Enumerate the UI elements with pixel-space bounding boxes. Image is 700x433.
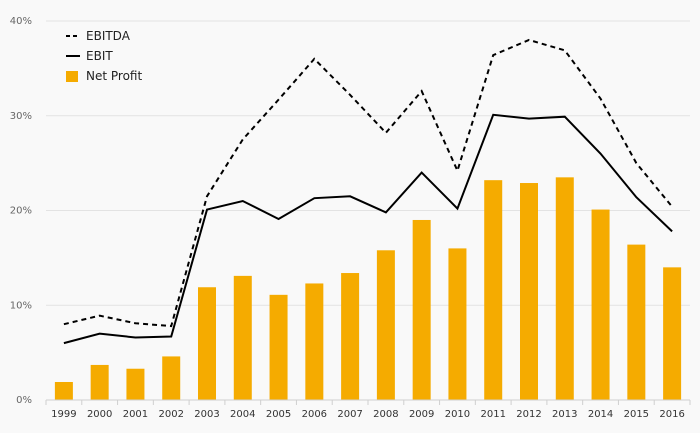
line-ebitda (63, 38, 673, 328)
x-tick-label: 2014 (588, 409, 613, 420)
y-tick-label: 10% (10, 300, 32, 311)
y-tick-label: 20% (10, 206, 32, 217)
x-axis: 1999 2000 2001 2002 2003 2004 2005 2006 2007 2008… (45, 399, 691, 420)
y-tick-label: 0% (16, 395, 32, 406)
bar-net-profit (162, 356, 181, 400)
x-tick-label: 2007 (337, 409, 362, 420)
bar-net-profit (591, 209, 610, 400)
y-axis: 0% 10% 20% 30% 40% (10, 16, 32, 406)
bar-net-profit (198, 287, 216, 400)
y-tick-label: 30% (10, 111, 32, 122)
bar-net-profit (341, 273, 360, 400)
y-tick-label: 40% (10, 16, 32, 27)
bar-net-profit (520, 183, 538, 400)
bar-net-profit (663, 267, 682, 400)
x-tick-label: 2013 (552, 409, 577, 420)
x-tick-label: 2011 (480, 409, 505, 420)
series-lines (63, 38, 673, 345)
x-tick-label: 2002 (158, 409, 183, 420)
gridlines (46, 20, 690, 306)
legend-label-ebitda: EBITDA (86, 29, 131, 43)
bar-net-profit (448, 248, 467, 400)
x-tick-label: 2010 (445, 409, 470, 420)
x-tick-label: 2001 (123, 409, 148, 420)
bar-net-profit (269, 294, 288, 400)
bar-net-profit (233, 275, 252, 400)
legend-label-ebit: EBIT (86, 49, 113, 63)
legend: EBITDA EBIT Net Profit (66, 29, 142, 83)
bar-net-profit (627, 244, 646, 400)
legend-swatch-net-profit (66, 71, 78, 82)
bar-net-profit (305, 283, 324, 400)
x-tick-label: 1999 (51, 409, 76, 420)
x-tick-label: 2000 (87, 409, 112, 420)
x-tick-label: 2006 (302, 409, 327, 420)
bar-net-profit (54, 381, 73, 400)
bar-net-profit (126, 368, 145, 400)
x-tick-label: 2004 (230, 409, 255, 420)
x-tick-label: 2009 (409, 409, 434, 420)
x-tick-label: 2015 (624, 409, 649, 420)
x-tick-label: 2003 (194, 409, 219, 420)
x-tick-label: 2005 (266, 409, 291, 420)
legend-label-net-profit: Net Profit (86, 69, 142, 83)
bar-net-profit (90, 364, 109, 400)
x-tick-label: 2008 (373, 409, 398, 420)
bar-net-profit (555, 177, 574, 400)
bars-net-profit (54, 177, 682, 400)
bar-net-profit (376, 250, 395, 400)
bar-net-profit (412, 219, 431, 400)
line-ebit (63, 113, 673, 345)
x-tick-label: 2012 (516, 409, 541, 420)
x-tick-label: 2016 (659, 409, 684, 420)
bar-net-profit (484, 180, 503, 400)
